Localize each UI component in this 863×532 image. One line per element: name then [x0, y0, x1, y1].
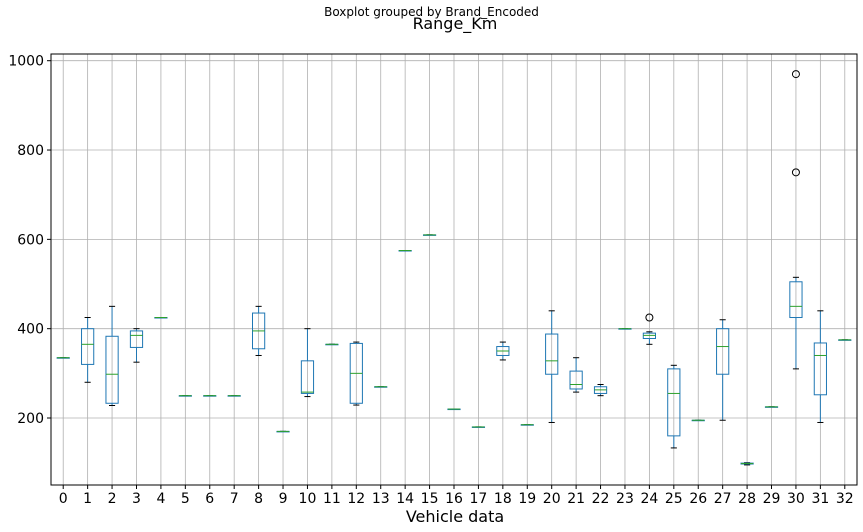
- x-tick-label: 6: [205, 491, 214, 507]
- box-body: [81, 328, 95, 365]
- x-tick-label: 13: [372, 491, 390, 507]
- x-tick-label: 20: [543, 491, 561, 507]
- outlier-point: [645, 313, 654, 322]
- x-tick-label: 30: [787, 491, 805, 507]
- box-body: [300, 360, 315, 394]
- x-tick-label: 12: [347, 491, 365, 507]
- y-tick-label: 1000: [8, 54, 44, 70]
- box-body: [716, 328, 730, 375]
- x-tick-label: 21: [567, 491, 585, 507]
- axes-title: Range_Km: [412, 14, 498, 33]
- y-tick-label: 600: [17, 232, 44, 248]
- x-tick-label: 10: [299, 491, 317, 507]
- box-body: [789, 281, 803, 319]
- x-tick-label: 4: [156, 491, 165, 507]
- box-body: [813, 342, 827, 396]
- x-tick-label: 29: [763, 491, 781, 507]
- x-tick-label: 8: [254, 491, 263, 507]
- box-body: [129, 330, 144, 348]
- x-tick-label: 28: [738, 491, 756, 507]
- x-tick-label: 14: [396, 491, 414, 507]
- x-tick-label: 31: [811, 491, 829, 507]
- x-tick-label: 3: [132, 491, 141, 507]
- x-tick-label: 0: [59, 491, 68, 507]
- x-tick-label: 16: [445, 491, 463, 507]
- x-tick-label: 2: [108, 491, 117, 507]
- y-tick-label: 200: [17, 411, 44, 427]
- x-tick-label: 19: [518, 491, 536, 507]
- x-tick-label: 9: [279, 491, 288, 507]
- x-tick-label: 1: [83, 491, 92, 507]
- box-body: [545, 333, 559, 375]
- x-tick-label: 5: [181, 491, 190, 507]
- x-tick-label: 27: [714, 491, 732, 507]
- x-tick-label: 7: [230, 491, 239, 507]
- x-axis-label: Vehicle data: [405, 507, 505, 526]
- y-tick-label: 400: [17, 322, 44, 338]
- y-tick-label: 800: [17, 143, 44, 159]
- box-body: [105, 335, 119, 404]
- x-tick-label: 22: [592, 491, 610, 507]
- box-body: [667, 368, 681, 437]
- x-tick-label: 18: [494, 491, 512, 507]
- box-body: [569, 370, 583, 390]
- outlier-point: [791, 70, 800, 79]
- x-tick-label: 17: [470, 491, 488, 507]
- x-tick-label: 24: [640, 491, 658, 507]
- x-tick-label: 25: [665, 491, 683, 507]
- x-tick-label: 26: [689, 491, 707, 507]
- outlier-point: [791, 168, 800, 177]
- x-tick-label: 32: [836, 491, 854, 507]
- x-tick-label: 23: [616, 491, 634, 507]
- suptitle: Boxplot grouped by Brand_Encoded: [324, 5, 539, 19]
- x-tick-label: 15: [421, 491, 439, 507]
- x-tick-label: 11: [323, 491, 341, 507]
